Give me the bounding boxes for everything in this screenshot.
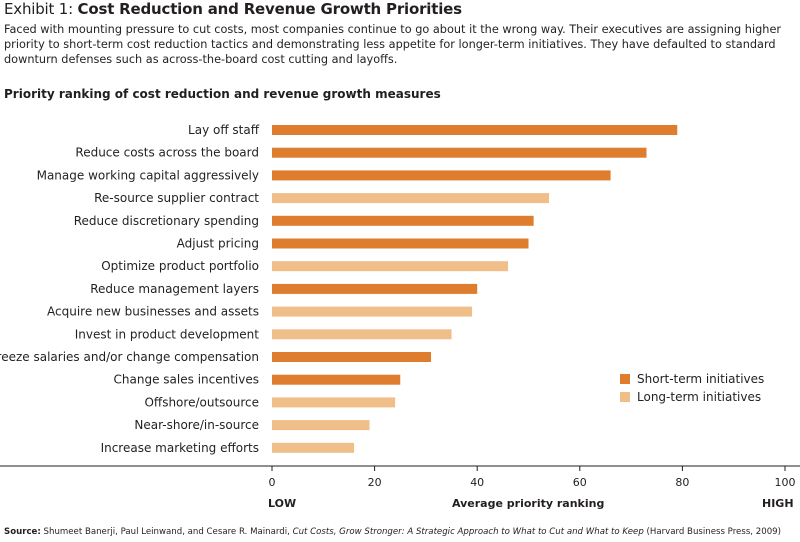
bars xyxy=(272,125,678,453)
category-label-increase-marketing-efforts: Increase marketing efforts xyxy=(101,441,259,455)
legend-swatch-short-term-initiatives xyxy=(620,374,630,384)
x-axis: 0 20 40 60 80 100 xyxy=(0,465,800,489)
bar-freeze-salaries-and-or-change-compensation xyxy=(272,352,432,362)
category-label-invest-in-product-development: Invest in product development xyxy=(75,327,260,341)
source-label: Source: xyxy=(4,527,41,537)
category-label-offshore-outsource: Offshore/outsource xyxy=(144,395,259,409)
category-labels: Lay off staff Reduce costs across the boa… xyxy=(0,123,260,455)
source-note: Source: Shumeet Banerji, Paul Leinwand, … xyxy=(4,527,781,537)
source-authors: Shumeet Banerji, Paul Leinwand, and Cesa… xyxy=(43,527,290,537)
bar-near-shore-in-source xyxy=(272,420,370,431)
x-axis-low-label: LOW xyxy=(268,497,297,510)
category-label-reduce-discretionary-spending: Reduce discretionary spending xyxy=(74,214,259,228)
source-publisher: (Harvard Business Press, 2009) xyxy=(646,527,781,537)
category-label-manage-working-capital-aggressively: Manage working capital aggressively xyxy=(37,168,259,182)
category-label-freeze-salaries-and-or-change-compensation: Freeze salaries and/or change compensati… xyxy=(0,350,259,364)
bar-offshore-outsource xyxy=(272,397,396,408)
bar-lay-off-staff xyxy=(272,125,678,135)
legend-swatch-long-term-initiatives xyxy=(620,392,630,402)
bar-increase-marketing-efforts xyxy=(272,442,355,453)
bar-reduce-costs-across-the-board xyxy=(272,147,647,158)
x-axis-high-label: HIGH xyxy=(762,497,794,510)
category-label-acquire-new-businesses-and-assets: Acquire new businesses and assets xyxy=(47,305,259,319)
x-tick-label-100: 100 xyxy=(775,476,796,489)
bar-optimize-product-portfolio xyxy=(272,261,508,272)
chart-heading: Cost Reduction and Revenue Growth Priori… xyxy=(77,0,463,18)
legend-label-long-term-initiatives: Long-term initiatives xyxy=(637,390,761,404)
exhibit-title: Exhibit 1: Cost Reduction and Revenue Gr… xyxy=(4,0,462,18)
category-label-reduce-costs-across-the-board: Reduce costs across the board xyxy=(75,146,259,160)
exhibit-label: Exhibit 1: xyxy=(4,0,73,18)
intro-paragraph: Faced with mounting pressure to cut cost… xyxy=(4,23,782,66)
bar-reduce-discretionary-spending xyxy=(272,215,534,226)
category-label-lay-off-staff: Lay off staff xyxy=(188,123,260,137)
category-label-re-source-supplier-contract: Re-source supplier contract xyxy=(94,191,259,205)
x-axis-title: Average priority ranking xyxy=(452,497,605,510)
bar-chart: Lay off staff Reduce costs across the boa… xyxy=(0,123,800,489)
x-tick-label-80: 80 xyxy=(675,476,689,489)
category-label-optimize-product-portfolio: Optimize product portfolio xyxy=(101,259,259,273)
category-label-adjust-pricing: Adjust pricing xyxy=(177,237,259,251)
x-tick-label-0: 0 xyxy=(269,476,276,489)
x-tick-label-60: 60 xyxy=(573,476,587,489)
legend: Short-term initiatives Long-term initiati… xyxy=(620,372,764,404)
bar-invest-in-product-development xyxy=(272,329,452,340)
source-book-title: Cut Costs, Grow Stronger: A Strategic Ap… xyxy=(292,527,644,537)
chart-subtitle: Priority ranking of cost reduction and r… xyxy=(4,87,441,101)
bar-acquire-new-businesses-and-assets xyxy=(272,306,473,317)
category-label-change-sales-incentives: Change sales incentives xyxy=(114,373,259,387)
category-label-near-shore-in-source: Near-shore/in-source xyxy=(134,418,259,432)
x-tick-label-40: 40 xyxy=(470,476,484,489)
x-tick-label-20: 20 xyxy=(368,476,382,489)
bar-re-source-supplier-contract xyxy=(272,193,550,204)
legend-label-short-term-initiatives: Short-term initiatives xyxy=(637,372,764,386)
bar-manage-working-capital-aggressively xyxy=(272,170,611,181)
bar-adjust-pricing xyxy=(272,238,529,249)
category-label-reduce-management-layers: Reduce management layers xyxy=(90,282,259,296)
bar-reduce-management-layers xyxy=(272,283,478,294)
bar-change-sales-incentives xyxy=(272,374,401,385)
